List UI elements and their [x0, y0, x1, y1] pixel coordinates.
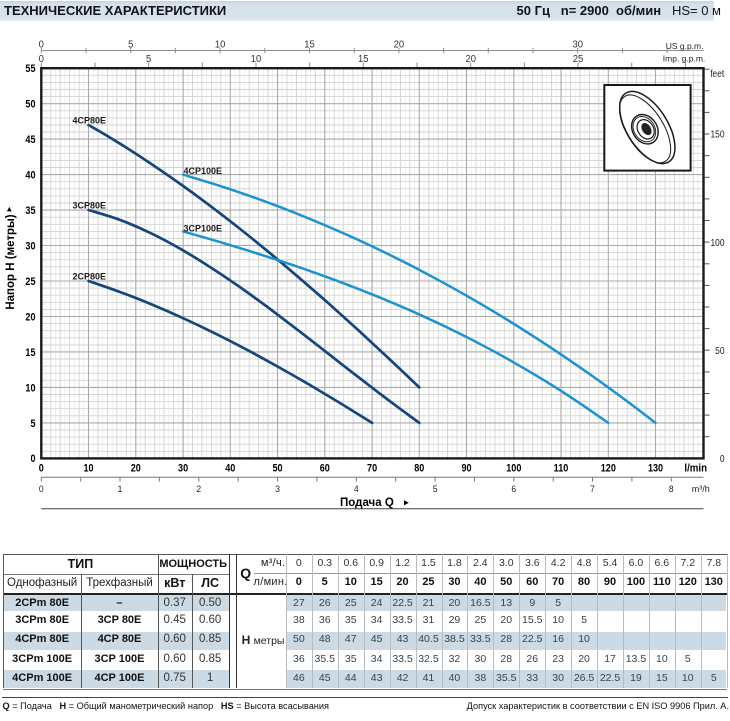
svg-text:Подача Q: Подача Q — [340, 497, 394, 509]
svg-text:3CP100E: 3CP100E — [184, 223, 223, 233]
svg-text:25: 25 — [573, 53, 584, 65]
svg-text:5: 5 — [433, 484, 438, 495]
svg-text:7: 7 — [590, 484, 595, 495]
svg-text:0: 0 — [30, 454, 35, 466]
svg-text:50: 50 — [25, 99, 36, 111]
svg-text:0: 0 — [39, 484, 44, 495]
svg-text:US g.p.m.: US g.p.m. — [666, 41, 704, 51]
svg-text:25: 25 — [25, 276, 36, 288]
svg-text:60: 60 — [320, 463, 331, 475]
svg-text:40: 40 — [225, 463, 236, 475]
svg-text:Imp. g.p.m.: Imp. g.p.m. — [663, 54, 706, 64]
svg-text:20: 20 — [25, 312, 36, 324]
svg-text:0: 0 — [39, 53, 45, 65]
svg-text:5: 5 — [146, 53, 152, 65]
svg-text:3CP80E: 3CP80E — [73, 201, 107, 211]
svg-text:1: 1 — [118, 484, 123, 495]
svg-text:0: 0 — [39, 39, 45, 51]
svg-text:80: 80 — [414, 463, 425, 475]
svg-text:15: 15 — [304, 39, 315, 51]
svg-text:150: 150 — [711, 129, 725, 140]
svg-text:6: 6 — [511, 484, 516, 495]
svg-text:3: 3 — [275, 484, 280, 495]
svg-text:130: 130 — [648, 463, 664, 475]
svg-text:50: 50 — [272, 463, 283, 475]
svg-text:100: 100 — [506, 463, 522, 475]
svg-text:4CP100E: 4CP100E — [184, 166, 223, 176]
svg-text:10: 10 — [251, 53, 262, 65]
svg-text:30: 30 — [178, 463, 189, 475]
svg-text:90: 90 — [461, 463, 472, 475]
svg-text:5: 5 — [128, 39, 134, 51]
svg-text:15: 15 — [358, 53, 369, 65]
svg-text:55: 55 — [25, 63, 36, 75]
svg-text:l/min: l/min — [684, 463, 707, 475]
svg-text:110: 110 — [554, 463, 569, 475]
svg-text:20: 20 — [131, 463, 142, 475]
svg-text:50: 50 — [715, 345, 724, 356]
svg-text:30: 30 — [572, 39, 583, 51]
svg-text:10: 10 — [83, 463, 94, 475]
svg-text:40: 40 — [25, 170, 36, 182]
svg-text:10: 10 — [25, 383, 36, 395]
svg-text:20: 20 — [465, 53, 476, 65]
svg-text:2: 2 — [196, 484, 201, 495]
svg-text:20: 20 — [394, 39, 405, 51]
svg-text:Напор H (метры): Напор H (метры) — [5, 214, 17, 309]
svg-text:30: 30 — [25, 241, 36, 253]
svg-text:m³/h: m³/h — [692, 484, 710, 494]
svg-text:4CP80E: 4CP80E — [73, 115, 107, 125]
svg-text:100: 100 — [711, 237, 725, 248]
svg-text:0: 0 — [720, 453, 725, 464]
svg-text:120: 120 — [601, 463, 617, 475]
svg-text:4: 4 — [354, 484, 359, 495]
svg-text:5: 5 — [30, 418, 35, 430]
svg-text:feet: feet — [710, 68, 724, 79]
svg-text:10: 10 — [215, 39, 226, 51]
svg-text:45: 45 — [25, 134, 36, 146]
svg-text:70: 70 — [367, 463, 378, 475]
svg-text:8: 8 — [669, 484, 674, 495]
svg-text:2CP80E: 2CP80E — [73, 271, 107, 281]
svg-text:35: 35 — [25, 205, 36, 217]
svg-text:0: 0 — [39, 463, 44, 475]
svg-text:15: 15 — [25, 347, 36, 359]
